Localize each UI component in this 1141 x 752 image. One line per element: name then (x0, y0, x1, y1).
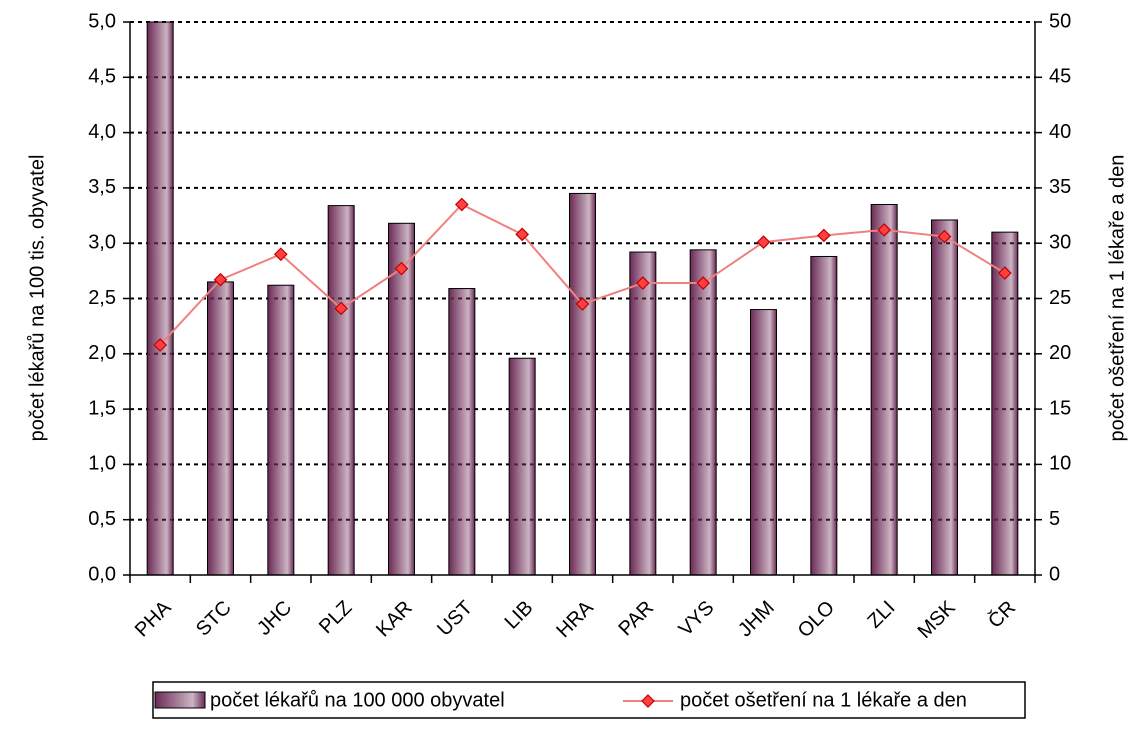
x-tick-label: LIB (501, 597, 538, 634)
y-tick-label: 3,0 (88, 231, 116, 253)
marker (273, 247, 288, 262)
bar (267, 284, 295, 576)
y2-tick-label: 0 (1049, 563, 1060, 585)
y2-tick-label: 25 (1049, 287, 1071, 309)
x-tick-label: STC (192, 597, 236, 641)
y-tick-label: 5,0 (88, 10, 116, 32)
x-tick-label: MSK (914, 596, 961, 643)
y2-tick-label: 10 (1049, 453, 1071, 475)
y-axis-label: počet lékařů na 100 tis. obyvatel (26, 155, 48, 442)
marker (756, 235, 771, 249)
x-tick-label: PAR (615, 597, 659, 641)
x-tick-label: HRA (552, 596, 598, 642)
x-tick-label: JHC (253, 597, 296, 640)
y-tick-label: 1,0 (88, 453, 116, 475)
marker (877, 223, 892, 237)
x-tick-label: KAR (372, 597, 417, 642)
y2-tick-label: 30 (1049, 231, 1071, 253)
y2-axis-label: počet ošetření na 1 lékaře a den (1106, 155, 1128, 442)
marker (635, 276, 650, 290)
marker (575, 297, 590, 311)
y-tick-label: 0,0 (88, 563, 116, 585)
x-tick-label: UST (433, 597, 477, 641)
bar (931, 219, 958, 576)
y2-tick-label: 40 (1049, 121, 1071, 143)
marker (515, 227, 530, 242)
x-tick-label: PLZ (315, 597, 356, 638)
y2-tick-label: 20 (1049, 342, 1071, 364)
y2-tick-label: 50 (1049, 10, 1071, 32)
marker (997, 266, 1012, 280)
marker (696, 276, 711, 290)
marker (213, 272, 228, 287)
x-tick-label: OLO (794, 597, 839, 642)
y2-tick-label: 45 (1049, 66, 1071, 88)
x-tick-label: VYS (675, 597, 719, 641)
marker (394, 261, 409, 276)
marker (937, 229, 952, 244)
y-tick-label: 4,0 (88, 121, 116, 143)
y-tick-label: 2,5 (88, 287, 116, 309)
y2-tick-label: 5 (1049, 508, 1060, 530)
bar (750, 309, 777, 576)
x-tick-label: PHA (131, 596, 176, 641)
x-tick-label: ČR (983, 596, 1020, 633)
x-tick-label: JHM (734, 597, 779, 642)
y-tick-label: 0,5 (88, 508, 116, 530)
bar (810, 255, 838, 576)
bar (991, 231, 1019, 576)
y-tick-label: 3,5 (88, 176, 116, 198)
y-tick-label: 2,0 (88, 342, 116, 364)
legend-swatch (154, 691, 206, 709)
bar (207, 281, 234, 576)
y-tick-label: 4,5 (88, 66, 116, 88)
bar (569, 192, 596, 576)
bar (146, 21, 174, 576)
x-tick-label: ZLI (863, 597, 899, 633)
bar (327, 205, 355, 576)
bar (508, 357, 536, 576)
bar (870, 203, 898, 576)
marker (816, 228, 831, 243)
marker (153, 338, 168, 352)
legend-label: počet lékařů na 100 000 obyvatel (210, 689, 505, 711)
bar (388, 222, 415, 576)
legend-label: počet ošetření na 1 lékaře a den (680, 689, 967, 711)
y2-tick-label: 35 (1049, 176, 1071, 198)
y2-tick-label: 15 (1049, 397, 1071, 419)
marker (454, 197, 469, 212)
bar (629, 251, 657, 576)
marker (334, 301, 349, 316)
y-tick-label: 1,5 (88, 397, 116, 419)
bar (689, 249, 717, 576)
legend-box (152, 681, 1026, 719)
legend-marker (641, 694, 655, 708)
bar (448, 288, 476, 576)
